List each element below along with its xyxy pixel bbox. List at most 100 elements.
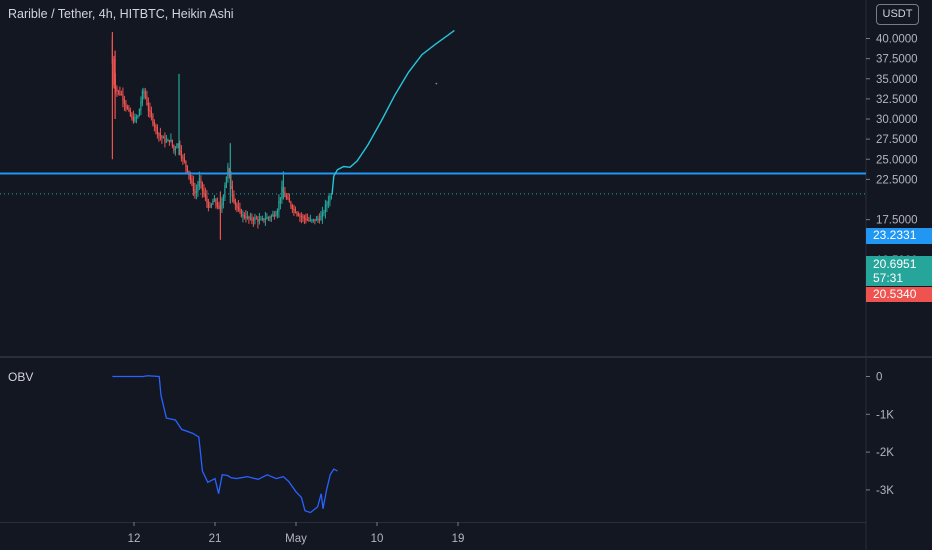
- candle-body: [149, 109, 151, 112]
- time-tick-label: 21: [209, 533, 222, 545]
- candle-body: [192, 182, 194, 192]
- candle-body: [119, 91, 121, 95]
- time-tick-label: 10: [371, 533, 384, 545]
- candle-body: [287, 197, 289, 199]
- chart-title: Rarible / Tether, 4h, HITBTC, Heikin Ash…: [8, 7, 234, 21]
- projection-path-line[interactable]: [331, 29, 455, 195]
- candle-body: [239, 208, 241, 211]
- candle-body: [285, 195, 287, 198]
- candle-body: [194, 189, 196, 194]
- candle-body: [120, 94, 122, 96]
- candle-body: [228, 168, 230, 176]
- candle-body: [225, 176, 227, 188]
- candle-body: [123, 99, 125, 104]
- price-tick-label: 32.5000: [876, 94, 918, 106]
- candle-body: [293, 208, 295, 210]
- candle-body: [117, 90, 119, 92]
- candle-body: [305, 218, 307, 221]
- candle-body: [329, 195, 331, 202]
- candle-body: [218, 206, 220, 208]
- last-price-tag: 20.6951 57:31: [866, 256, 932, 286]
- price-tick-label: 30.0000: [876, 114, 918, 126]
- candle-body: [221, 203, 223, 209]
- candle-body: [155, 125, 157, 128]
- candle-body: [161, 135, 163, 139]
- candle-body: [227, 166, 229, 179]
- candle-body: [258, 219, 260, 222]
- candle-body: [198, 178, 200, 187]
- candle-body: [233, 194, 235, 202]
- candle-body: [257, 218, 259, 222]
- candle-body: [291, 205, 293, 210]
- candle-body: [146, 96, 148, 105]
- candle-body: [140, 101, 142, 111]
- candle-body: [180, 150, 182, 159]
- candle-body: [324, 204, 326, 213]
- candle-body: [201, 182, 203, 191]
- candle-body: [326, 203, 328, 207]
- candle-body: [249, 217, 251, 219]
- candle-body: [278, 201, 280, 212]
- obv-indicator-label[interactable]: OBV: [8, 370, 34, 384]
- candle-body: [237, 206, 239, 210]
- candle-body: [330, 196, 332, 198]
- candle-body: [128, 108, 130, 111]
- candle-body: [185, 160, 187, 167]
- candle-body: [296, 212, 298, 215]
- candle-body: [279, 197, 281, 204]
- candle-body: [215, 199, 217, 204]
- price-tick-label: 22.5000: [876, 174, 918, 186]
- last-price-value: 20.6951: [873, 257, 917, 271]
- obv-tick-label: -2K: [876, 447, 894, 459]
- candle-body: [302, 216, 304, 218]
- candle-body: [242, 214, 244, 216]
- candle-body: [267, 217, 269, 219]
- price-tick-label: 17.5000: [876, 215, 918, 227]
- obv-tick-label: -3K: [876, 485, 894, 497]
- candle-body: [167, 139, 169, 142]
- candle-body: [288, 198, 290, 203]
- candle-body: [138, 108, 140, 117]
- price-tick-label: 27.5000: [876, 134, 918, 146]
- candle-body: [176, 144, 178, 149]
- price-tick-label: 40.0000: [876, 34, 918, 46]
- candle-body: [158, 132, 160, 135]
- candle-body: [147, 103, 149, 111]
- candle-body: [234, 200, 236, 205]
- obv-line[interactable]: [112, 375, 338, 514]
- candle-body: [216, 202, 218, 207]
- candle-body: [197, 184, 199, 192]
- candle-body: [273, 214, 275, 217]
- candle-body: [203, 188, 205, 195]
- candle-body: [132, 117, 134, 122]
- stray-point: [435, 82, 438, 85]
- currency-unit-button[interactable]: USDT: [876, 4, 919, 25]
- candle-body: [164, 137, 166, 143]
- price-tick-label: 37.5000: [876, 54, 918, 66]
- candle-body: [245, 216, 247, 219]
- candle-body: [248, 216, 250, 219]
- candle-body: [243, 214, 245, 218]
- candle-body: [135, 117, 137, 119]
- candle-body: [206, 196, 208, 203]
- candle-body: [320, 216, 322, 221]
- candle-body: [224, 185, 226, 198]
- candle-body: [300, 215, 302, 217]
- candle-body: [152, 115, 154, 124]
- candle-body: [150, 111, 152, 117]
- candle-body: [306, 219, 308, 221]
- candle-body: [266, 217, 268, 220]
- candle-body: [246, 216, 248, 218]
- candle-body: [186, 165, 188, 172]
- candle-body: [162, 137, 164, 139]
- horizontal-level-tag: 23.2331: [866, 228, 932, 244]
- candle-body: [314, 219, 316, 222]
- candle-body: [240, 210, 242, 217]
- candle-body: [170, 139, 172, 142]
- candle-body: [182, 156, 184, 159]
- candle-body: [323, 212, 325, 214]
- time-tick-label: 19: [452, 533, 465, 545]
- candle-body: [179, 144, 181, 153]
- candle-body: [134, 116, 136, 122]
